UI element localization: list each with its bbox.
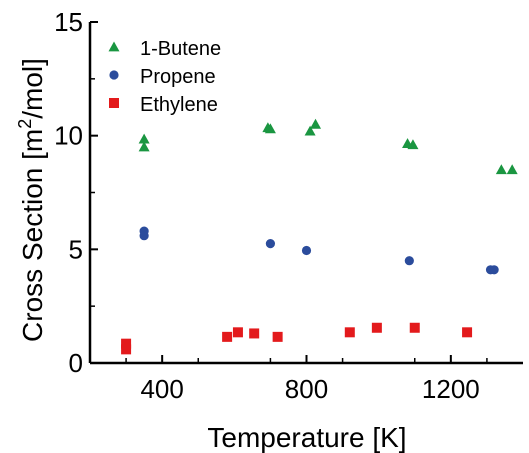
legend-marker xyxy=(108,41,120,52)
data-point xyxy=(304,125,316,136)
data-point xyxy=(138,141,150,152)
data-point xyxy=(310,118,322,129)
y-axis-label: Cross Section [m2/mol] xyxy=(15,58,48,342)
y-axis-label-main: Cross Section [m xyxy=(17,129,48,342)
y-tick-label: 0 xyxy=(69,348,83,378)
series-ethylene xyxy=(121,322,473,355)
axis-ticks: 400 800 1200 0 5 10 15 xyxy=(54,7,488,404)
data-marks xyxy=(121,118,518,355)
legend: 1-Butene Propene Ethylene xyxy=(108,38,221,116)
x-axis-label: Temperature [K] xyxy=(207,422,406,453)
data-point xyxy=(222,331,233,342)
data-point xyxy=(249,328,260,339)
data-point xyxy=(139,231,149,241)
data-point xyxy=(121,338,132,349)
data-point xyxy=(409,322,420,333)
data-point xyxy=(264,123,276,134)
data-point xyxy=(506,164,518,175)
data-point xyxy=(138,133,150,144)
y-tick-label: 5 xyxy=(69,234,83,264)
legend-marker xyxy=(109,70,119,80)
data-point xyxy=(489,265,499,275)
data-point xyxy=(407,139,419,150)
legend-marker xyxy=(109,98,119,108)
legend-label: 1-Butene xyxy=(140,38,221,60)
data-point xyxy=(404,256,414,266)
legend-item-propene: Propene xyxy=(109,66,216,88)
data-point xyxy=(232,327,243,338)
y-axis-label-unit: /mol] xyxy=(17,58,48,119)
data-point xyxy=(462,327,473,338)
legend-label: Propene xyxy=(140,66,216,88)
data-point xyxy=(344,327,355,338)
series-propene xyxy=(139,226,499,275)
x-tick-label: 800 xyxy=(285,374,328,404)
series-1-butene xyxy=(138,118,518,175)
x-tick-label: 400 xyxy=(140,374,183,404)
y-tick-label: 10 xyxy=(54,121,83,151)
data-point xyxy=(265,239,276,249)
y-axis-label-superscript: 2 xyxy=(15,119,35,129)
y-tick-label: 15 xyxy=(54,7,83,37)
data-point xyxy=(121,344,132,355)
legend-label: Ethylene xyxy=(140,94,218,116)
data-point xyxy=(495,164,507,175)
x-tick-label: 1200 xyxy=(422,374,480,404)
legend-item-1-butene: 1-Butene xyxy=(108,38,221,60)
data-point xyxy=(301,245,312,256)
data-point xyxy=(371,322,382,333)
data-point xyxy=(272,331,283,342)
legend-item-ethylene: Ethylene xyxy=(109,94,218,116)
